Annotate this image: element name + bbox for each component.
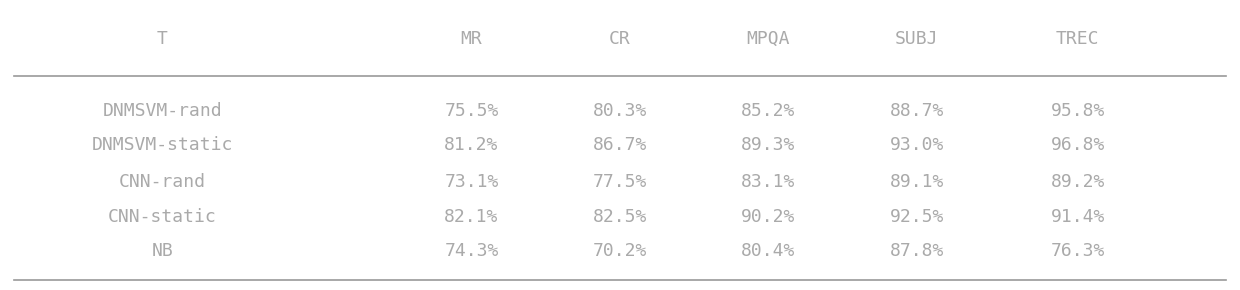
Text: 87.8%: 87.8% [890,242,944,260]
Text: 93.0%: 93.0% [890,136,944,154]
Text: 90.2%: 90.2% [742,208,796,226]
Text: T: T [156,30,167,48]
Text: 92.5%: 92.5% [890,208,944,226]
Text: 74.3%: 74.3% [444,242,498,260]
Text: 88.7%: 88.7% [890,102,944,119]
Text: 86.7%: 86.7% [593,136,647,154]
Text: 82.5%: 82.5% [593,208,647,226]
Text: MR: MR [460,30,482,48]
Text: TREC: TREC [1056,30,1100,48]
Text: 73.1%: 73.1% [444,173,498,191]
Text: SUBJ: SUBJ [895,30,939,48]
Text: 89.1%: 89.1% [890,173,944,191]
Text: 80.3%: 80.3% [593,102,647,119]
Text: 85.2%: 85.2% [742,102,796,119]
Text: CNN-rand: CNN-rand [119,173,206,191]
Text: 96.8%: 96.8% [1050,136,1105,154]
Text: 82.1%: 82.1% [444,208,498,226]
Text: NB: NB [151,242,174,260]
Text: CNN-static: CNN-static [108,208,217,226]
Text: 95.8%: 95.8% [1050,102,1105,119]
Text: 75.5%: 75.5% [444,102,498,119]
Text: 80.4%: 80.4% [742,242,796,260]
Text: 76.3%: 76.3% [1050,242,1105,260]
Text: 89.2%: 89.2% [1050,173,1105,191]
Text: DNMSVM-static: DNMSVM-static [92,136,233,154]
Text: DNMSVM-rand: DNMSVM-rand [103,102,222,119]
Text: 77.5%: 77.5% [593,173,647,191]
Text: MPQA: MPQA [746,30,790,48]
Text: 70.2%: 70.2% [593,242,647,260]
Text: CR: CR [609,30,631,48]
Text: 89.3%: 89.3% [742,136,796,154]
Text: 83.1%: 83.1% [742,173,796,191]
Text: 81.2%: 81.2% [444,136,498,154]
Text: 91.4%: 91.4% [1050,208,1105,226]
